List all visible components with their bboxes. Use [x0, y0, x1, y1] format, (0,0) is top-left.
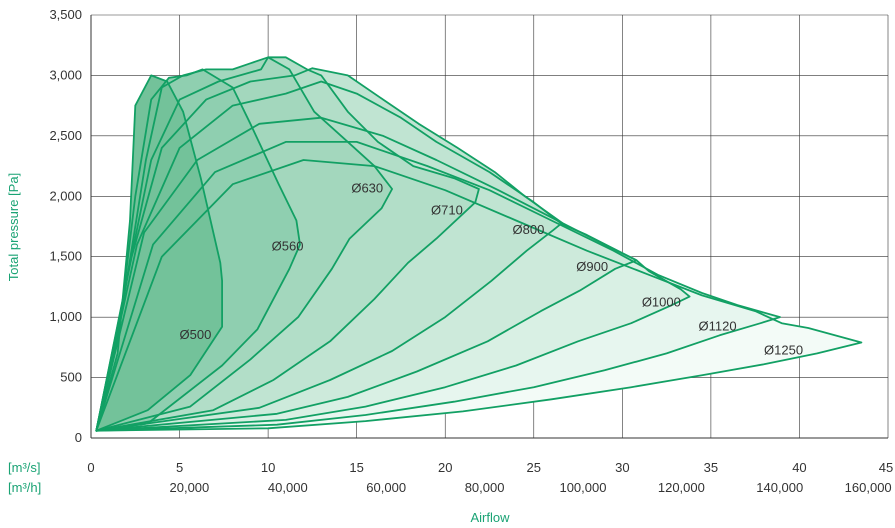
x-tick-label-m3s: 45	[879, 460, 893, 475]
x-tick-label-m3h: 40,000	[268, 480, 308, 495]
outline-Ø630	[95, 56, 393, 432]
outline-Ø1250	[95, 159, 863, 432]
series-label-Ø710: Ø710	[431, 202, 463, 217]
outline-Ø500	[95, 74, 223, 432]
x-tick-labels-m3s: 0 5 10 15 20 25 30 35 40 45	[87, 460, 893, 475]
outline-Ø1120	[95, 141, 781, 432]
y-tick-label: 2,000	[49, 188, 82, 203]
y-tick-label: 500	[60, 370, 82, 385]
x-tick-label-m3h: 20,000	[170, 480, 210, 495]
x-tick-label-m3h: 140,000	[756, 480, 803, 495]
outline-Ø900	[95, 80, 638, 432]
x-tick-label-m3h: 120,000	[658, 480, 705, 495]
y-tick-labels: 0 500 1,000 1,500 2,000 2,500 3,000 3,500	[49, 7, 82, 445]
x-tick-label-m3h: 80,000	[465, 480, 505, 495]
outline-Ø560	[95, 68, 301, 432]
y-tick-label: 3,500	[49, 7, 82, 22]
outline-Ø800	[95, 67, 563, 432]
series-label-Ø560: Ø560	[272, 239, 304, 254]
series-label-Ø1250: Ø1250	[764, 343, 803, 358]
series-label-Ø800: Ø800	[513, 222, 545, 237]
y-axis-title: Total pressure [Pa]	[6, 173, 21, 281]
x-tick-label-m3s: 10	[261, 460, 275, 475]
x-tick-label-m3s: 15	[349, 460, 363, 475]
x-tick-label-m3s: 5	[176, 460, 183, 475]
series-outlines	[95, 56, 863, 432]
x-tick-label-m3s: 25	[527, 460, 541, 475]
x-tick-labels-m3h: 20,000 40,000 60,000 80,000 100,000 120,000 14…	[170, 480, 892, 495]
series-label-Ø630: Ø630	[351, 181, 383, 196]
x-tick-label-m3s: 20	[438, 460, 452, 475]
y-tick-label: 0	[75, 430, 82, 445]
y-tick-label: 1,500	[49, 249, 82, 264]
x-tick-label-m3s: 30	[615, 460, 629, 475]
series-label-Ø1120: Ø1120	[698, 318, 736, 333]
series-label-Ø500: Ø500	[180, 327, 212, 342]
y-tick-label: 2,500	[49, 128, 82, 143]
x-axis-title: Airflow	[470, 510, 510, 525]
x-tick-label-m3h: 100,000	[559, 480, 606, 495]
outline-Ø710	[95, 56, 480, 432]
x-tick-label-m3s: 40	[792, 460, 806, 475]
series-labels: Ø500 Ø560 Ø630 Ø710 Ø800 Ø900 Ø1000 Ø1120 Ø1250	[180, 181, 804, 358]
series-label-Ø900: Ø900	[576, 259, 608, 274]
x-tick-label-m3h: 60,000	[366, 480, 406, 495]
x-tick-label-m3s: 35	[704, 460, 718, 475]
area-Ø500	[96, 75, 223, 431]
x-unit-primary: [m³/s]	[8, 460, 41, 475]
x-unit-secondary: [m³/h]	[8, 480, 41, 495]
x-tick-label-m3h: 160,000	[845, 480, 892, 495]
x-tick-label-m3s: 0	[87, 460, 94, 475]
y-tick-label: 1,000	[49, 309, 82, 324]
series-label-Ø1000: Ø1000	[642, 294, 681, 309]
y-tick-label: 3,000	[49, 67, 82, 82]
